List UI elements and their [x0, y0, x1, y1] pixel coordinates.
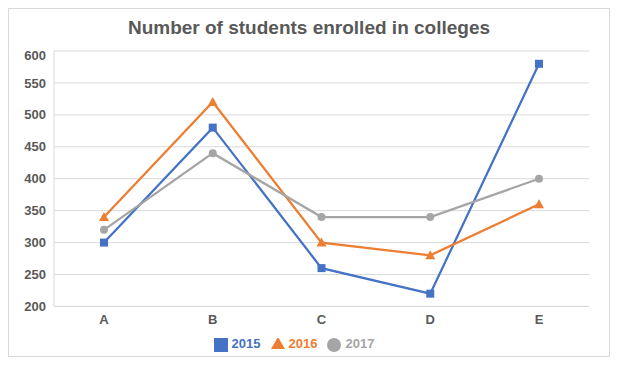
svg-text:350: 350	[24, 203, 46, 218]
svg-text:A: A	[99, 312, 109, 327]
svg-text:400: 400	[24, 171, 46, 186]
html-text:Number of students enrolled in: Number of students enrolled in colleges	[127, 17, 491, 38]
svg-text:500: 500	[24, 107, 46, 122]
svg-text:C: C	[317, 312, 327, 327]
svg-text:200: 200	[24, 299, 46, 314]
svg-text:450: 450	[24, 139, 46, 154]
html-text:2015: 2015	[231, 336, 261, 352]
html-text:2016: 2016	[288, 336, 318, 352]
svg-text:600: 600	[24, 48, 46, 63]
svg-text:D: D	[426, 312, 435, 327]
svg-text:550: 550	[24, 76, 46, 91]
html-text:2017: 2017	[345, 336, 375, 352]
svg-text:300: 300	[24, 235, 46, 250]
svg-text:B: B	[208, 312, 217, 327]
svg-text:E: E	[535, 312, 544, 327]
svg-text:250: 250	[24, 267, 46, 282]
